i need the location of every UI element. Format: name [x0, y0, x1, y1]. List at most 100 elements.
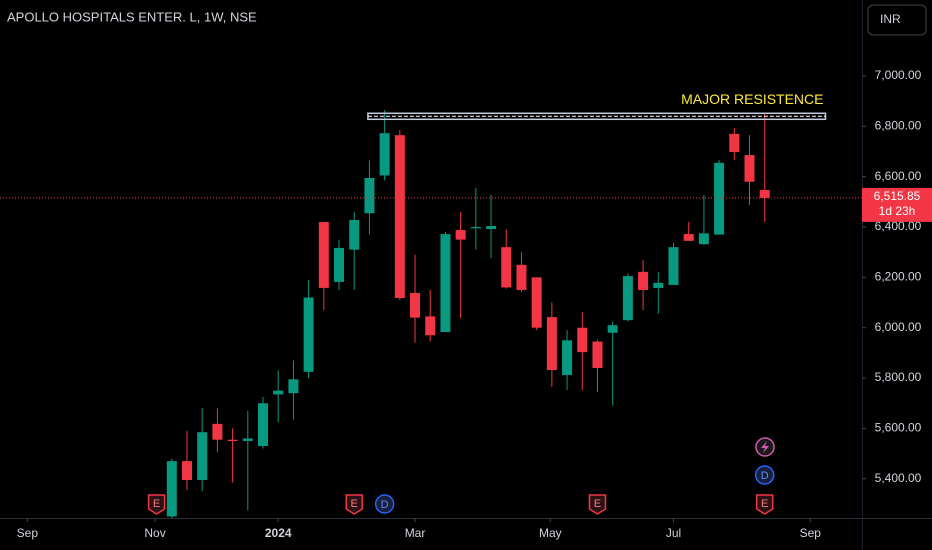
x-tick-label: May — [539, 526, 562, 540]
event-label: D — [761, 470, 769, 482]
body — [531, 277, 542, 328]
body — [288, 379, 299, 394]
candle — [242, 410, 253, 511]
candle — [181, 430, 192, 491]
x-tick-label: Jul — [666, 526, 681, 540]
candle — [258, 396, 269, 449]
body — [455, 230, 466, 240]
y-tick-label: 6,000.00 — [875, 320, 922, 334]
event-label: E — [594, 498, 601, 510]
candle — [744, 135, 755, 205]
candle — [607, 321, 618, 406]
body — [607, 325, 618, 333]
y-tick-label: 6,600.00 — [875, 169, 922, 183]
body — [470, 227, 481, 229]
event-marker[interactable]: E — [755, 494, 774, 515]
lightning-icon[interactable] — [755, 437, 775, 457]
candle — [729, 128, 740, 161]
candle — [212, 408, 223, 453]
event-marker[interactable]: E — [147, 494, 166, 515]
last-price-box — [862, 187, 932, 222]
candle — [759, 113, 770, 222]
candle — [638, 259, 649, 311]
event-badge — [588, 494, 607, 515]
body — [486, 226, 497, 230]
candle — [501, 229, 512, 289]
event-badge — [147, 494, 166, 515]
body — [653, 282, 664, 288]
currency-label: INR — [880, 12, 901, 26]
body — [698, 233, 709, 245]
candle — [683, 222, 694, 241]
body — [197, 432, 208, 480]
body — [410, 292, 421, 318]
event-badge — [374, 494, 395, 514]
candle — [455, 211, 466, 319]
body — [242, 438, 253, 441]
body — [562, 340, 573, 376]
event-marker[interactable]: E — [345, 494, 363, 515]
y-tick-label: 5,800.00 — [875, 370, 922, 384]
event-badge — [754, 465, 775, 485]
candle — [653, 271, 664, 314]
candle — [227, 428, 238, 483]
resistance-label: MAJOR RESISTENCE — [681, 91, 823, 107]
body — [638, 271, 649, 290]
body — [744, 155, 755, 182]
body — [212, 423, 223, 440]
candle — [410, 254, 421, 343]
currency-button[interactable] — [867, 4, 927, 36]
y-tick-label: 6,400.00 — [875, 219, 922, 233]
candle — [486, 194, 497, 258]
body — [181, 461, 192, 480]
y-tick-label: 5,400.00 — [875, 471, 922, 485]
body — [668, 247, 679, 285]
body — [546, 317, 557, 370]
candle — [273, 370, 284, 423]
body — [364, 177, 375, 214]
x-tick-label: Sep — [17, 526, 39, 540]
event-label: E — [351, 498, 358, 510]
candle — [440, 232, 451, 332]
y-tick-label: 6,200.00 — [875, 270, 922, 284]
body — [683, 234, 694, 241]
body — [425, 316, 436, 336]
candle — [288, 360, 299, 420]
icon-bolt — [761, 441, 769, 453]
body — [516, 264, 527, 290]
body — [592, 341, 603, 368]
candle — [334, 239, 345, 290]
event-marker[interactable]: D — [754, 465, 775, 485]
candle — [668, 242, 679, 285]
body — [166, 461, 177, 517]
body — [227, 439, 238, 441]
candle — [379, 109, 390, 181]
plot — [166, 109, 770, 518]
event-badge — [755, 494, 774, 515]
last-price-label: 6,515.85 — [874, 189, 921, 203]
event-badge — [345, 494, 363, 515]
x-tick-label: Sep — [800, 526, 822, 540]
event-marker[interactable]: E — [588, 494, 607, 515]
candle — [166, 458, 177, 518]
candle — [577, 311, 588, 390]
y-tick-label: 7,000.00 — [875, 68, 922, 82]
candle — [349, 211, 360, 290]
body — [318, 222, 329, 288]
body — [501, 247, 512, 288]
body — [622, 276, 633, 321]
body — [303, 297, 314, 372]
candle — [470, 188, 481, 250]
candle — [698, 195, 709, 246]
candle — [197, 408, 208, 492]
body — [577, 327, 588, 353]
candle — [303, 279, 314, 379]
body — [273, 390, 284, 395]
event-label: D — [381, 499, 389, 511]
candle — [318, 222, 329, 311]
event-marker[interactable]: D — [374, 494, 395, 514]
candle — [622, 273, 633, 322]
body — [334, 247, 345, 282]
candle — [394, 130, 405, 301]
